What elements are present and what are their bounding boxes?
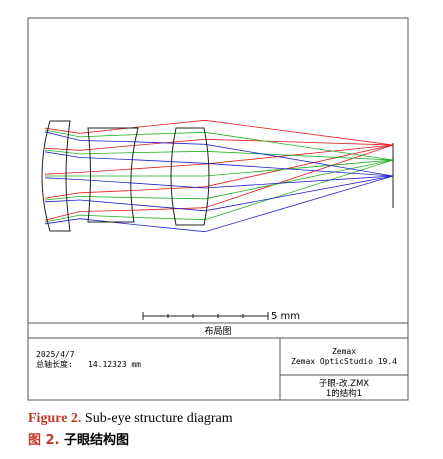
file-name: 子眼-改.ZMX [319, 378, 369, 389]
ray [44, 144, 394, 175]
ray [44, 175, 394, 233]
product: Zemax OpticStudio 19.4 [291, 357, 397, 366]
rays [44, 119, 394, 233]
caption-label: Figure 2. [28, 411, 82, 426]
ray [44, 144, 394, 199]
ray [44, 175, 394, 212]
caption-text: Sub-eye structure diagram [84, 411, 233, 426]
frame [27, 17, 409, 401]
caption-zh: 图 2. 子眼结构图 [28, 429, 129, 448]
scale-bar [142, 312, 269, 320]
ray [44, 159, 394, 201]
length-value: 14.12323 mm [88, 360, 141, 369]
caption-en: Figure 2. Sub-eye structure diagram [28, 411, 233, 427]
date: 2025/4/7 [36, 350, 75, 359]
ray [44, 159, 394, 223]
caption-text: 子眼结构图 [64, 433, 130, 448]
ray [44, 175, 394, 189]
lens [170, 127, 210, 226]
length-label: 总轴长度: [36, 359, 73, 369]
lens [87, 127, 139, 223]
config: 1的结构1 [326, 388, 362, 399]
lenses [41, 120, 394, 232]
scale-label: 5 mm [271, 311, 300, 322]
ray [44, 151, 394, 177]
ray [44, 129, 394, 161]
lens [41, 120, 71, 232]
title-bar: 布局图 [204, 325, 231, 337]
ray [45, 159, 394, 177]
ray [44, 149, 394, 161]
vendor: Zemax [332, 347, 356, 356]
caption-label: 图 2. [28, 433, 60, 448]
layout-figure: 5 mm 布局图 2025/4/7 总轴长度: 14.12323 mm Zema… [27, 17, 409, 401]
